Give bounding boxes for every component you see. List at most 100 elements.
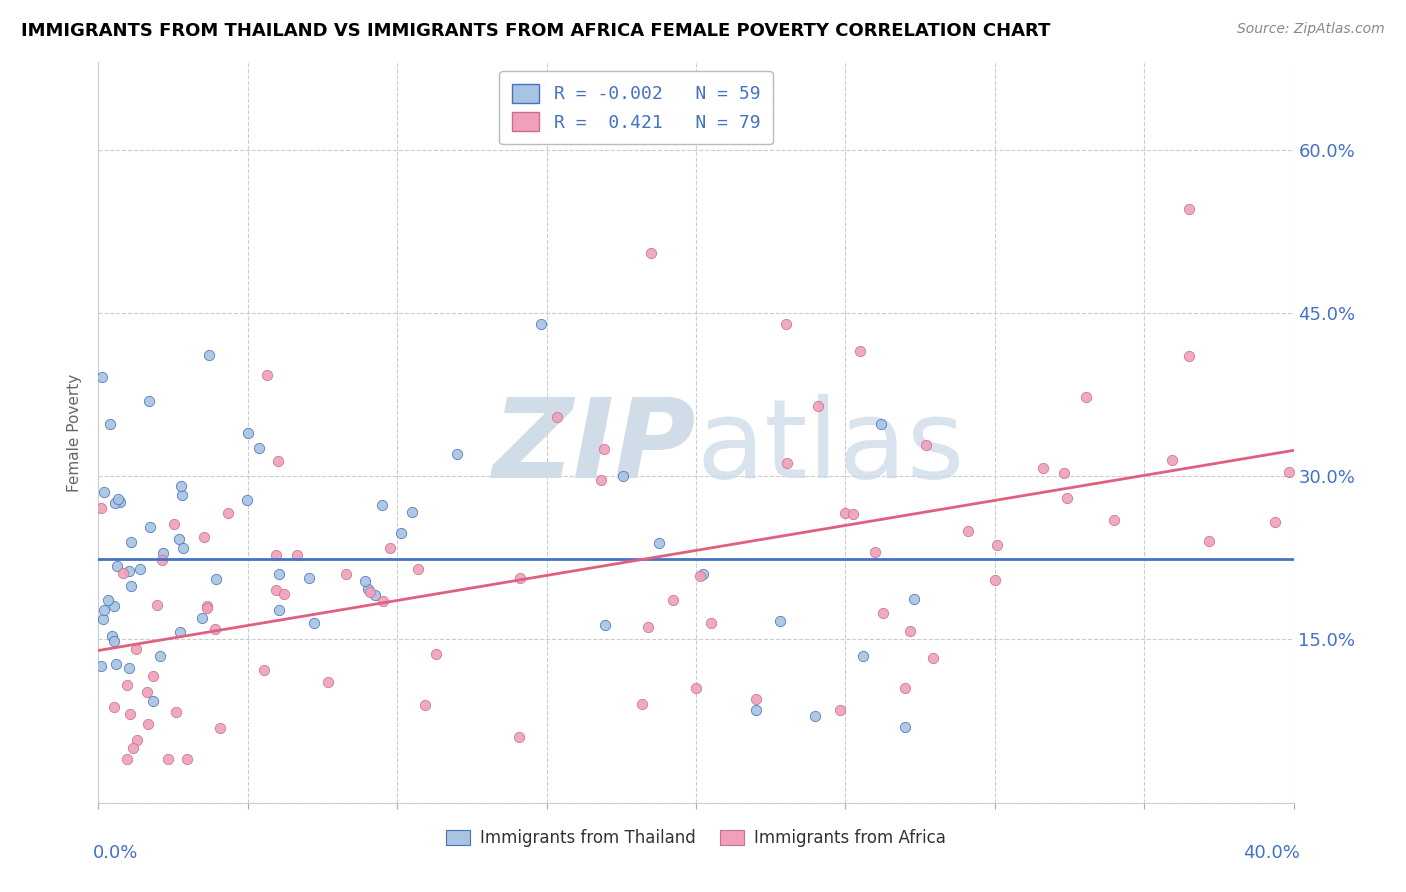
- Point: [509, 571, 531, 585]
- Point: [612, 468, 634, 483]
- Point: [156, 752, 179, 766]
- Point: [401, 505, 423, 519]
- Point: [118, 661, 141, 675]
- Point: [898, 624, 921, 639]
- Point: [357, 582, 380, 596]
- Point: [984, 573, 1007, 587]
- Point: [117, 678, 139, 692]
- Point: [136, 716, 159, 731]
- Point: [630, 697, 652, 711]
- Text: 0.0%: 0.0%: [93, 844, 138, 862]
- Point: [685, 681, 707, 696]
- Point: [264, 582, 287, 597]
- Point: [413, 698, 436, 712]
- Point: [136, 684, 159, 698]
- Point: [894, 720, 917, 734]
- Point: [118, 706, 141, 721]
- Point: [903, 592, 925, 607]
- Point: [872, 606, 894, 620]
- Text: ZIP: ZIP: [492, 394, 696, 501]
- Point: [1278, 465, 1301, 479]
- Point: [1178, 350, 1201, 364]
- Point: [834, 506, 856, 520]
- Point: [105, 657, 128, 672]
- Point: [139, 520, 162, 534]
- Point: [124, 641, 146, 656]
- Point: [209, 721, 232, 735]
- Point: [122, 740, 145, 755]
- Point: [197, 348, 219, 362]
- Point: [637, 620, 659, 634]
- Text: Source: ZipAtlas.com: Source: ZipAtlas.com: [1237, 22, 1385, 37]
- Point: [115, 752, 138, 766]
- Point: [142, 669, 165, 683]
- Point: [1032, 461, 1054, 475]
- Point: [217, 506, 239, 520]
- Point: [235, 492, 257, 507]
- Point: [152, 546, 174, 560]
- Point: [91, 612, 114, 626]
- Point: [302, 616, 325, 631]
- Point: [90, 501, 112, 516]
- Point: [700, 615, 723, 630]
- Point: [170, 479, 193, 493]
- Point: [956, 524, 979, 538]
- Point: [236, 425, 259, 440]
- Point: [745, 703, 768, 717]
- Point: [93, 485, 115, 500]
- Point: [190, 611, 212, 625]
- Point: [204, 622, 226, 636]
- Legend: Immigrants from Thailand, Immigrants from Africa: Immigrants from Thailand, Immigrants fro…: [440, 822, 952, 854]
- Text: atlas: atlas: [696, 394, 965, 501]
- Point: [589, 473, 612, 487]
- Point: [267, 566, 290, 581]
- Point: [118, 564, 141, 578]
- Point: [298, 571, 321, 585]
- Point: [98, 417, 121, 431]
- Point: [775, 317, 797, 331]
- Point: [380, 541, 402, 555]
- Point: [662, 592, 685, 607]
- Point: [1178, 202, 1201, 217]
- Point: [546, 409, 568, 424]
- Point: [364, 588, 387, 602]
- Point: [425, 648, 447, 662]
- Point: [870, 417, 893, 432]
- Point: [640, 246, 662, 260]
- Point: [408, 562, 430, 576]
- Point: [101, 629, 124, 643]
- Point: [120, 579, 142, 593]
- Point: [647, 535, 669, 549]
- Point: [894, 681, 917, 696]
- Point: [769, 615, 792, 629]
- Point: [90, 370, 112, 384]
- Point: [252, 663, 274, 677]
- Point: [107, 491, 129, 506]
- Point: [828, 703, 851, 717]
- Point: [103, 633, 125, 648]
- Point: [264, 548, 287, 562]
- Point: [93, 603, 115, 617]
- Point: [1104, 513, 1126, 527]
- Point: [389, 526, 412, 541]
- Point: [127, 732, 149, 747]
- Y-axis label: Female Poverty: Female Poverty: [67, 374, 83, 491]
- Point: [193, 530, 215, 544]
- Point: [842, 508, 865, 522]
- Point: [807, 399, 830, 413]
- Point: [105, 559, 128, 574]
- Point: [146, 598, 169, 612]
- Point: [1074, 390, 1097, 404]
- Point: [172, 541, 194, 555]
- Point: [1264, 515, 1286, 529]
- Point: [530, 317, 553, 331]
- Point: [103, 700, 125, 714]
- Point: [247, 442, 270, 456]
- Point: [169, 624, 191, 639]
- Point: [195, 599, 218, 614]
- Point: [108, 494, 131, 508]
- Text: IMMIGRANTS FROM THAILAND VS IMMIGRANTS FROM AFRICA FEMALE POVERTY CORRELATION CH: IMMIGRANTS FROM THAILAND VS IMMIGRANTS F…: [21, 22, 1050, 40]
- Point: [849, 343, 872, 358]
- Point: [1056, 491, 1078, 505]
- Point: [371, 594, 394, 608]
